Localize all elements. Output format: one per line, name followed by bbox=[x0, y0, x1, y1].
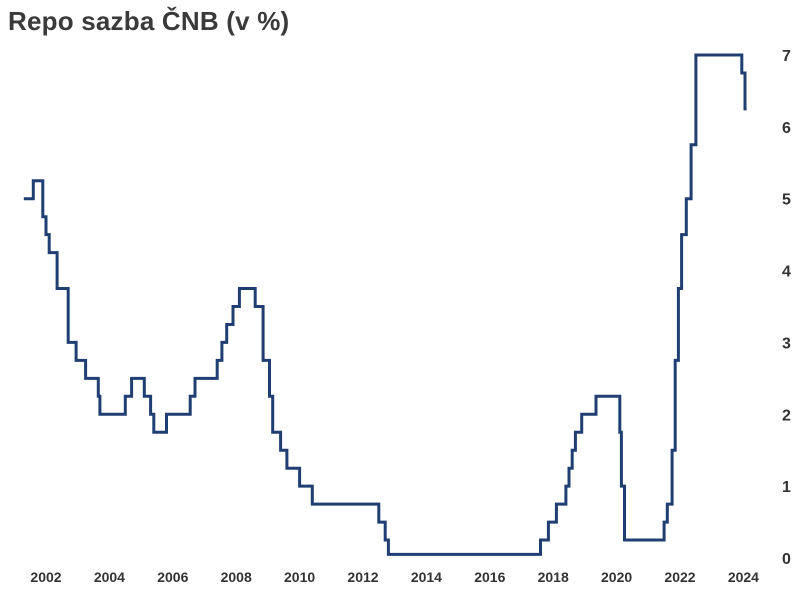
y-tick-label: 6 bbox=[782, 120, 791, 137]
x-tick-label: 2018 bbox=[538, 569, 569, 585]
x-tick-label: 2014 bbox=[411, 569, 442, 585]
x-tick-label: 2004 bbox=[94, 569, 125, 585]
y-axis-ticks: 0 1 2 3 4 5 6 7 bbox=[782, 48, 791, 568]
y-tick-label: 3 bbox=[782, 335, 791, 352]
x-tick-label: 2022 bbox=[664, 569, 695, 585]
x-tick-label: 2008 bbox=[221, 569, 252, 585]
x-tick-label: 2006 bbox=[157, 569, 188, 585]
x-tick-label: 2002 bbox=[30, 569, 61, 585]
x-tick-label: 2012 bbox=[347, 569, 378, 585]
x-tick-label: 2016 bbox=[474, 569, 505, 585]
x-axis-ticks: 2002 2004 2006 2008 2010 2012 2014 2016 2018 2020… bbox=[30, 569, 759, 585]
repo-rate-line bbox=[23, 53, 747, 556]
y-tick-label: 7 bbox=[782, 48, 791, 65]
x-tick-label: 2010 bbox=[284, 569, 315, 585]
x-tick-label: 2024 bbox=[728, 569, 759, 585]
y-tick-label: 5 bbox=[782, 192, 791, 209]
y-tick-label: 1 bbox=[782, 479, 791, 496]
x-tick-label: 2020 bbox=[601, 569, 632, 585]
y-tick-label: 4 bbox=[782, 264, 791, 281]
y-tick-label: 2 bbox=[782, 407, 791, 424]
chart-title: Repo sazba ČNB (v %) bbox=[8, 6, 290, 36]
y-tick-label: 0 bbox=[782, 551, 791, 568]
